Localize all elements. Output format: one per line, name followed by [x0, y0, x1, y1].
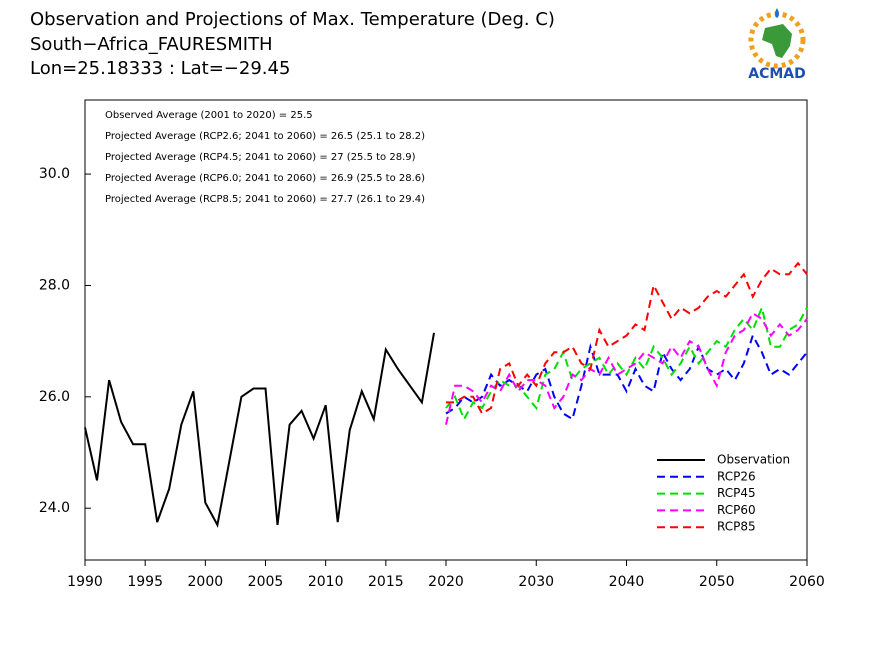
- series-line: [445, 304, 808, 422]
- chart-subtitle: South−Africa_FAURESMITH: [30, 34, 273, 55]
- logo: ACMAD: [748, 8, 806, 82]
- legend-label: RCP60: [717, 503, 756, 517]
- x-tick-label: 1990: [67, 574, 103, 590]
- x-tick-label: 2060: [789, 574, 825, 590]
- logo-drop: [775, 8, 779, 18]
- legend-label: RCP45: [717, 486, 756, 500]
- legend-label: Observation: [717, 453, 790, 467]
- annotation: Projected Average (RCP8.5; 2041 to 2060)…: [105, 194, 425, 205]
- legend-label: RCP85: [717, 520, 756, 534]
- y-tick-label: 28.0: [39, 277, 70, 293]
- series-line: [446, 261, 808, 415]
- x-tick-label: 1995: [127, 574, 163, 590]
- annotation: Projected Average (RCP4.5; 2041 to 2060)…: [105, 152, 416, 163]
- annotation: Projected Average (RCP2.6; 2041 to 2060)…: [105, 131, 425, 142]
- logo-africa: [762, 24, 792, 58]
- x-tick-label: 2050: [699, 574, 735, 590]
- annotation: Observed Average (2001 to 2020) = 25.5: [105, 110, 313, 121]
- x-tick-label: 2010: [308, 574, 344, 590]
- x-tick-label: 2005: [248, 574, 284, 590]
- series-line: [84, 332, 435, 528]
- annotation: Projected Average (RCP6.0; 2041 to 2060)…: [105, 173, 425, 184]
- x-tick-label: 2040: [609, 574, 645, 590]
- logo-text: ACMAD: [748, 66, 806, 82]
- x-tick-label: 2015: [368, 574, 404, 590]
- x-tick-label: 2000: [188, 574, 224, 590]
- chart-subtitle: Lon=25.18333 : Lat=−29.45: [30, 58, 290, 79]
- y-tick-label: 24.0: [39, 500, 70, 516]
- legend-label: RCP26: [717, 469, 756, 483]
- y-tick-label: 26.0: [39, 389, 70, 405]
- plot-frame: [84, 99, 808, 561]
- series-line: [445, 333, 808, 421]
- x-tick-label: 2030: [518, 574, 554, 590]
- x-tick-label: 2020: [428, 574, 464, 590]
- chart-title: Observation and Projections of Max. Temp…: [30, 9, 555, 30]
- y-tick-label: 30.0: [39, 166, 70, 182]
